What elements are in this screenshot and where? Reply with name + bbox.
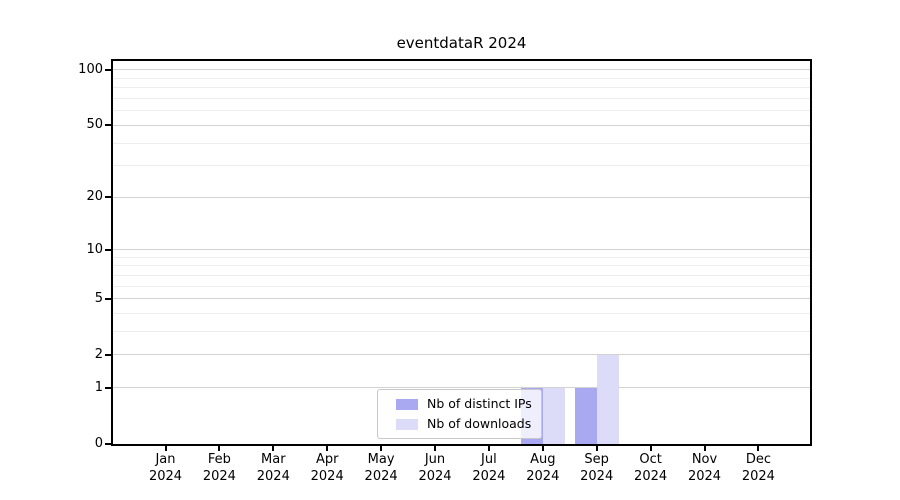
x-tick-label: Feb 2024 xyxy=(202,452,236,484)
y-gridline-minor xyxy=(113,265,810,267)
x-tick xyxy=(487,446,490,451)
x-tick xyxy=(326,446,329,451)
x-tick-label: Aug 2024 xyxy=(526,452,560,484)
x-tick-label: Jan 2024 xyxy=(148,452,183,484)
y-gridline-minor xyxy=(113,285,810,287)
x-tick xyxy=(218,446,221,451)
x-tick-label: Dec 2024 xyxy=(741,452,775,484)
legend: Nb of distinct IPs Nb of downloads xyxy=(377,389,542,439)
legend-label: Nb of distinct IPs xyxy=(427,396,532,411)
y-tick xyxy=(105,353,111,356)
x-tick xyxy=(434,446,436,451)
plot-area: Nb of distinct IPs Nb of downloads xyxy=(113,61,810,444)
y-gridline-minor xyxy=(113,142,810,144)
x-tick xyxy=(703,446,706,451)
legend-swatch-nb-of-distinct-ips xyxy=(396,398,418,410)
y-gridline-major xyxy=(113,249,810,251)
y-tick-label: 0 xyxy=(94,436,103,451)
y-tick xyxy=(105,248,111,251)
y-tick-label: 10 xyxy=(86,241,103,257)
x-tick-label: Sep 2024 xyxy=(580,452,614,484)
bar-nb-of-downloads xyxy=(542,387,565,444)
x-tick-label: Apr 2024 xyxy=(310,452,344,484)
y-tick-label: 1 xyxy=(94,379,103,395)
y-gridline-minor xyxy=(113,313,810,315)
y-gridline-major xyxy=(113,298,810,300)
y-gridline-minor xyxy=(113,87,810,89)
x-tick-label: May 2024 xyxy=(364,452,398,484)
y-tick-label: 2 xyxy=(94,346,103,362)
x-tick xyxy=(272,446,275,451)
x-tick-label: Oct 2024 xyxy=(634,452,668,484)
x-tick-label: Nov 2024 xyxy=(687,452,722,484)
y-tick xyxy=(105,443,111,445)
y-tick xyxy=(105,196,111,199)
y-tick-label: 50 xyxy=(86,117,103,133)
x-tick-label: Mar 2024 xyxy=(256,452,290,484)
chart-title: eventdataR 2024 xyxy=(396,34,527,52)
y-tick xyxy=(105,124,111,127)
y-gridline-minor xyxy=(113,165,810,167)
y-tick xyxy=(105,68,111,71)
y-gridline-minor xyxy=(113,256,810,258)
x-tick xyxy=(380,446,383,451)
y-gridline-minor xyxy=(113,98,810,100)
legend-row: Nb of downloads xyxy=(378,414,541,434)
y-gridline-minor xyxy=(113,77,810,79)
y-gridline-minor xyxy=(113,274,810,276)
y-tick xyxy=(105,297,111,300)
x-tick-label: Jun 2024 xyxy=(418,452,452,484)
legend-row: Nb of distinct IPs xyxy=(378,394,541,414)
y-gridline-minor xyxy=(113,110,810,112)
y-tick-label: 100 xyxy=(78,61,103,77)
y-gridline-major xyxy=(113,387,810,389)
x-tick xyxy=(649,446,652,451)
y-tick xyxy=(105,386,111,389)
legend-label: Nb of downloads xyxy=(427,416,532,431)
x-tick xyxy=(541,446,544,451)
y-gridline-major xyxy=(113,196,810,198)
x-tick xyxy=(757,446,760,451)
x-tick xyxy=(595,446,598,451)
y-gridline-major xyxy=(113,124,810,126)
y-tick-label: 20 xyxy=(86,189,103,205)
x-tick xyxy=(164,446,167,451)
bar-nb-of-distinct-ips xyxy=(574,387,597,444)
x-tick-label: Jul 2024 xyxy=(472,452,506,484)
y-tick-label: 5 xyxy=(94,290,103,306)
y-gridline-major xyxy=(113,354,810,356)
legend-swatch-nb-of-downloads xyxy=(396,418,418,430)
bar-nb-of-downloads xyxy=(596,354,619,444)
y-gridline-minor xyxy=(113,331,810,333)
y-gridline-major xyxy=(113,69,810,71)
